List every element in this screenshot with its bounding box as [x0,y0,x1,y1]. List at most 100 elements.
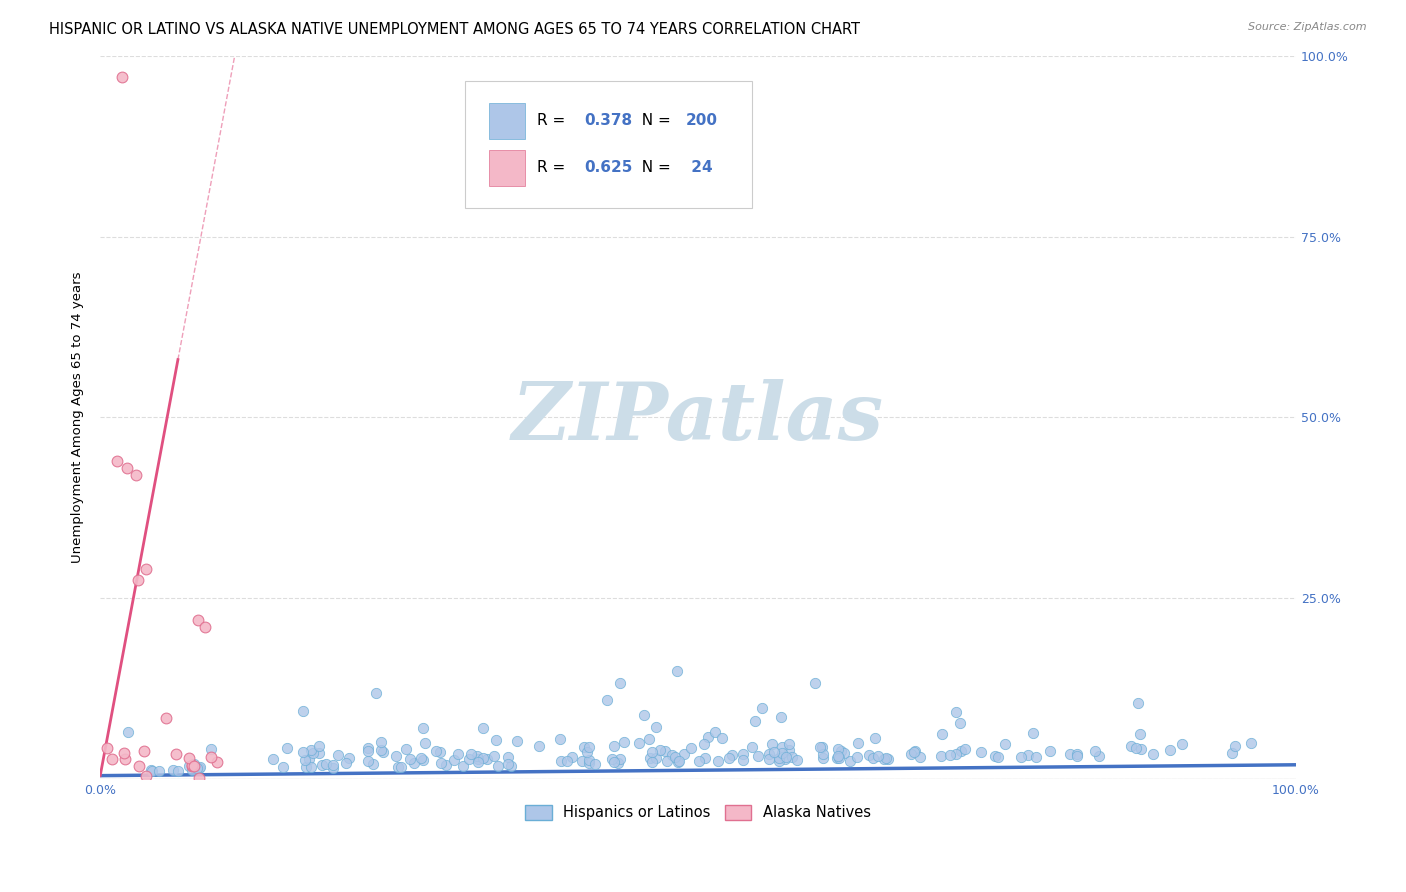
Point [827,742,849,756]
Text: Source: ZipAtlas.com: Source: ZipAtlas.com [1249,22,1367,32]
Point [165,747,187,762]
Point [1010,750,1032,764]
Point [645,751,668,765]
Point [1220,746,1243,760]
Point [609,675,631,690]
Point [672,747,695,761]
Point [1022,725,1045,739]
Point [96,741,118,756]
Point [550,754,572,768]
Point [292,745,315,759]
Point [668,754,690,768]
Point [125,468,148,483]
Point [1121,739,1143,753]
Point [1240,736,1263,750]
Point [827,751,849,765]
Point [666,755,689,769]
Point [361,756,384,771]
Point [322,760,344,774]
Point [135,562,157,576]
Point [903,745,925,759]
Text: N =: N = [633,161,676,176]
Point [1129,727,1152,741]
Point [576,745,599,759]
Point [607,756,630,770]
Point [1039,744,1062,758]
Point [758,747,780,761]
Point [555,754,578,768]
Point [467,751,489,765]
Point [693,751,716,765]
Point [769,710,792,724]
Point [315,757,337,772]
Point [370,735,392,749]
Point [596,692,619,706]
Point [357,741,380,756]
Point [460,747,482,761]
Point [389,760,412,774]
Point [134,744,156,758]
Point [811,747,834,762]
Point [294,760,316,774]
Point [654,744,676,758]
Text: 0.625: 0.625 [585,161,633,176]
Point [117,725,139,739]
FancyBboxPatch shape [489,150,524,186]
Point [465,749,488,764]
Point [322,758,344,772]
Point [357,744,380,758]
Point [830,744,852,758]
Point [704,725,727,739]
Point [485,733,508,747]
Point [111,70,134,85]
Point [308,746,330,760]
Point [127,574,149,588]
Point [939,747,962,762]
Point [1142,747,1164,761]
Point [294,753,316,767]
Point [183,759,205,773]
Point [665,664,688,678]
Point [877,752,900,766]
Point [115,461,138,475]
Point [398,752,420,766]
Point [862,751,884,765]
Point [181,758,204,772]
Point [183,757,205,772]
Point [904,744,927,758]
Point [640,751,662,765]
Point [187,613,209,627]
Point [200,750,222,764]
Point [326,748,349,763]
Point [506,734,529,748]
Point [770,746,793,760]
Point [430,756,453,771]
Point [650,743,672,757]
Point [167,764,190,778]
Point [929,748,952,763]
Point [373,745,395,759]
Point [112,746,135,760]
Point [875,751,897,765]
Point [949,743,972,757]
Point [574,739,596,754]
Point [645,721,668,735]
Point [395,742,418,756]
Point [868,749,890,764]
Point [751,701,773,715]
Point [987,749,1010,764]
Point [949,716,972,731]
Text: 0.378: 0.378 [585,113,633,128]
Point [609,752,631,766]
Point [139,763,162,777]
Point [655,754,678,768]
Point [187,772,209,786]
Point [412,753,434,767]
Point [335,756,357,770]
Point [910,749,932,764]
Point [578,756,600,770]
Point [945,705,967,719]
Point [496,749,519,764]
Point [114,752,136,766]
Point [583,757,606,772]
